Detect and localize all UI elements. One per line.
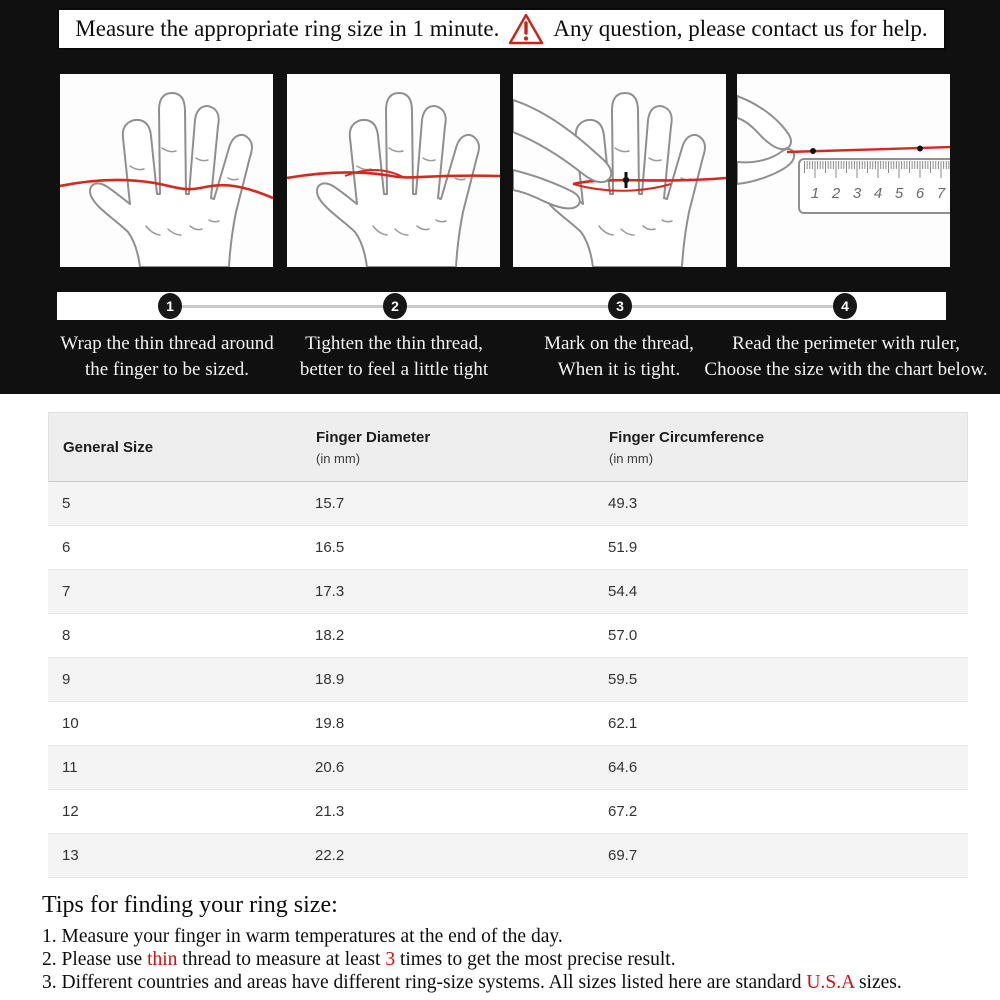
cell-diameter: 16.5 <box>315 539 345 556</box>
step2-caption: Tighten the thin thread, better to feel … <box>300 331 488 383</box>
cell-circumference: 64.6 <box>608 759 638 776</box>
step2-illustration-panel <box>287 74 500 267</box>
cell-circumference: 59.5 <box>608 671 638 688</box>
step-number-2: 2 <box>383 293 407 319</box>
step1-illustration-panel <box>60 74 273 267</box>
tips-section: Tips for finding your ring size: 1. Meas… <box>42 892 1000 994</box>
cell-size: 10 <box>62 715 79 732</box>
cell-size: 8 <box>62 627 71 644</box>
cell-diameter: 17.3 <box>315 583 345 600</box>
step3-caption: Mark on the thread, When it is tight. <box>544 331 694 383</box>
tip-text: sizes. <box>854 972 902 993</box>
tips-heading: Tips for finding your ring size: <box>42 892 338 918</box>
caption-line: Tighten the thin thread, <box>305 333 483 354</box>
table-row: 7 17.3 54.4 <box>48 570 968 614</box>
cell-circumference: 57.0 <box>608 627 638 644</box>
header-finger-circumference: Finger Circumference (in mm) <box>609 428 765 466</box>
cell-diameter: 18.2 <box>315 627 345 644</box>
cell-circumference: 69.7 <box>608 847 638 864</box>
caption-line: Wrap the thin thread around <box>60 333 274 354</box>
highlighted-word: thin <box>147 949 178 970</box>
cell-size: 12 <box>62 803 79 820</box>
tip-line-3: 3. Different countries and areas have di… <box>42 971 1000 994</box>
cell-size: 9 <box>62 671 71 688</box>
table-row: 12 21.3 67.2 <box>48 790 968 834</box>
cell-diameter: 18.9 <box>315 671 345 688</box>
step4-caption: Read the perimeter with ruler, Choose th… <box>704 331 987 383</box>
svg-text:3: 3 <box>853 185 862 202</box>
svg-text:7: 7 <box>937 185 946 202</box>
cell-diameter: 19.8 <box>315 715 345 732</box>
svg-text:2: 2 <box>831 185 841 202</box>
step-track-line <box>169 305 847 308</box>
step-number-1: 1 <box>158 293 182 319</box>
step-progress-bar: 1 2 3 4 <box>57 292 946 320</box>
svg-text:4: 4 <box>874 185 882 202</box>
table-row: 11 20.6 64.6 <box>48 746 968 790</box>
table-row: 5 15.7 49.3 <box>48 482 968 526</box>
tip-line-2: 2. Please use thin thread to measure at … <box>42 948 1000 971</box>
cell-size: 13 <box>62 847 79 864</box>
svg-text:1: 1 <box>811 185 819 202</box>
table-row: 6 16.5 51.9 <box>48 526 968 570</box>
ring-size-table: General Size Finger Diameter (in mm) Fin… <box>48 412 968 878</box>
step-captions: Wrap the thin thread around the finger t… <box>0 331 1000 391</box>
cell-diameter: 22.2 <box>315 847 345 864</box>
table-header-row: General Size Finger Diameter (in mm) Fin… <box>48 412 968 482</box>
cell-diameter: 15.7 <box>315 495 345 512</box>
tip-text: 2. Please use <box>42 949 148 970</box>
instructions-section: Measure the appropriate ring size in 1 m… <box>0 0 1000 394</box>
cell-circumference: 67.2 <box>608 803 638 820</box>
cell-size: 6 <box>62 539 71 556</box>
step-number-3: 3 <box>608 293 632 319</box>
table-row: 9 18.9 59.5 <box>48 658 968 702</box>
cell-circumference: 49.3 <box>608 495 638 512</box>
cell-diameter: 20.6 <box>315 759 345 776</box>
cell-circumference: 62.1 <box>608 715 638 732</box>
caption-line: Choose the size with the chart below. <box>704 359 988 380</box>
banner: Measure the appropriate ring size in 1 m… <box>57 8 946 50</box>
caption-line: Mark on the thread, <box>544 333 694 354</box>
tip-text: 3. Different countries and areas have di… <box>42 972 807 993</box>
cell-circumference: 54.4 <box>608 583 638 600</box>
hand-marking-thread-icon <box>513 92 726 267</box>
hand-with-thread-tightened-icon <box>287 92 500 267</box>
step1-caption: Wrap the thin thread around the finger t… <box>60 331 273 383</box>
cell-size: 5 <box>62 495 71 512</box>
highlighted-word: 3 <box>385 949 396 970</box>
caption-line: Read the perimeter with ruler, <box>732 333 960 354</box>
cell-size: 11 <box>62 759 78 776</box>
table-row: 8 18.2 57.0 <box>48 614 968 658</box>
tip-line-1: 1. Measure your finger in warm temperatu… <box>42 925 1000 948</box>
header-finger-diameter: Finger Diameter (in mm) <box>316 428 431 466</box>
size-chart-section: General Size Finger Diameter (in mm) Fin… <box>0 394 1000 878</box>
tip-text: times to get the most precise result. <box>395 949 676 970</box>
hand-with-thread-wrapped-icon <box>60 92 273 267</box>
cell-size: 7 <box>62 583 71 600</box>
header-general-size: General Size <box>63 438 154 456</box>
step-number-4: 4 <box>833 293 857 319</box>
svg-text:6: 6 <box>916 185 925 202</box>
cell-circumference: 51.9 <box>608 539 638 556</box>
caption-line: When it is tight. <box>557 359 681 380</box>
step3-illustration-panel <box>513 74 726 267</box>
svg-text:5: 5 <box>895 185 904 202</box>
warning-icon <box>509 13 544 45</box>
cell-diameter: 21.3 <box>315 803 345 820</box>
highlighted-word: U.S.A <box>806 972 855 993</box>
table-row: 13 22.2 69.7 <box>48 834 968 878</box>
table-row: 10 19.8 62.1 <box>48 702 968 746</box>
tip-text: thread to measure at least <box>177 949 386 970</box>
tip-text: 1. Measure your finger in warm temperatu… <box>42 926 563 947</box>
ruler-ticks <box>804 161 950 178</box>
caption-line: better to feel a little tight <box>299 359 489 380</box>
banner-text-right: Any question, please contact us for help… <box>553 16 928 41</box>
banner-text-left: Measure the appropriate ring size in 1 m… <box>75 16 500 41</box>
caption-line: the finger to be sized. <box>84 359 250 380</box>
